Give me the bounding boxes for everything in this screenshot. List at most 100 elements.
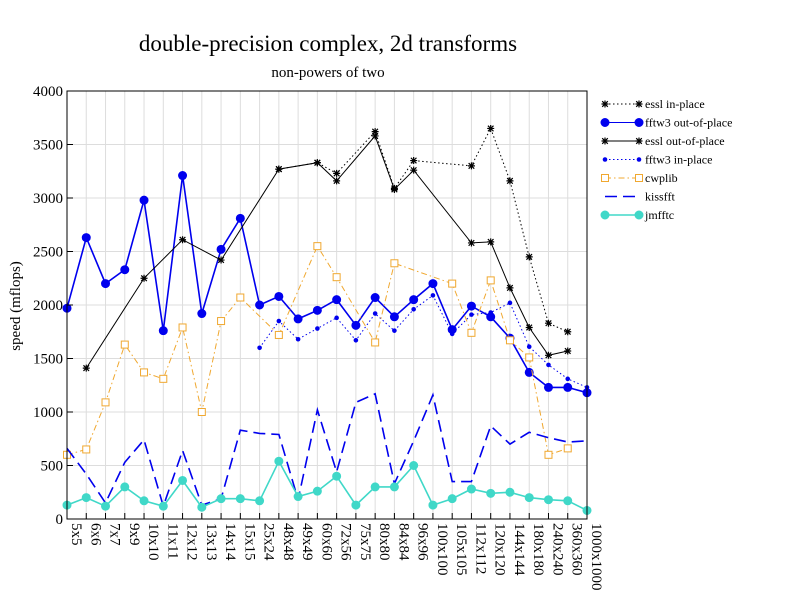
legend-marker [601,100,609,108]
y-tick-label: 500 [41,459,64,475]
legend-marker [601,174,609,182]
data-point [563,496,573,506]
data-point [178,323,187,332]
data-point [332,471,342,481]
x-tick-label: 120x120 [492,523,508,576]
data-point [139,496,149,506]
data-point [179,236,187,244]
data-point [101,501,111,511]
series-layer [62,124,592,515]
data-point [371,338,380,347]
data-point [257,345,262,351]
data-point [448,279,457,288]
x-tick-label: 1000x1000 [588,523,604,591]
legend-marker [601,137,609,145]
legend-item: essl in-place [601,97,705,111]
data-point [293,492,303,502]
data-point [312,305,322,315]
legend-label: essl out-of-place [645,134,725,148]
legend-label: kissfft [645,190,675,204]
x-tick-label: 80x80 [376,523,392,561]
x-tick-label: 75x75 [357,523,373,561]
legend-marker [600,118,610,127]
data-point [159,374,168,383]
data-point [389,482,399,492]
data-point [313,159,321,167]
legend-marker [635,137,643,145]
data-point [525,353,534,362]
x-tick-label: 15x15 [241,523,257,561]
data-point [543,495,553,505]
x-tick-labels: 5x5 6x6 7x7 9x9 10x10 11x11 12x12 13x13 14x14 15x… [66,513,604,591]
data-point [505,487,515,497]
x-tick-label: 84x84 [395,523,411,561]
data-point [312,486,322,496]
data-point [274,291,284,301]
x-tick-label: 72x56 [338,523,354,561]
data-point [563,382,573,392]
data-point [101,398,110,407]
x-tick-label: 100x100 [434,523,450,576]
data-point [428,279,438,289]
data-point [486,276,495,285]
data-point [409,295,419,305]
x-tick-label: 180x180 [530,523,546,576]
data-point [428,500,438,510]
data-point [178,171,188,181]
data-point [487,124,495,132]
chart-title: double-precision complex, 2d transforms [139,31,517,56]
x-tick-label: 7x7 [107,523,123,546]
data-point [486,488,496,498]
data-point [158,501,168,511]
x-tick-label: 48x48 [280,523,296,561]
x-tick-label: 12x12 [184,523,200,561]
data-point [467,328,476,337]
data-point [430,293,436,298]
series-essl-in-place [275,124,572,336]
x-tick-label: 144x144 [511,523,527,576]
y-tick-label: 1500 [33,352,63,368]
data-point [217,317,226,326]
data-point [81,233,91,243]
data-point [217,256,225,264]
data-point [506,177,514,185]
y-tick-label: 3500 [33,138,63,154]
x-tick-label: 10x10 [145,523,161,561]
legend-marker [636,157,642,162]
data-point [447,494,457,504]
data-point [140,274,148,282]
data-point [466,484,476,494]
data-point [506,284,514,292]
legend: essl in-place fftw3 out-of-place essl out-… [600,97,732,222]
legend-marker [602,157,608,162]
legend-marker [635,100,643,108]
legend-item: jmfftc [600,208,674,222]
x-tick-label: 6x6 [87,523,103,546]
data-point [158,326,168,336]
series-essl-out-of-place [82,132,572,372]
data-point [525,323,533,331]
series-line [278,127,568,333]
data-point [546,362,551,368]
x-tick-label: 240x240 [549,523,565,576]
data-point [140,368,149,377]
data-point [390,185,398,193]
data-point [197,408,206,416]
legend-marker [635,174,643,182]
data-point [544,351,552,359]
data-point [563,444,572,453]
series-cwplib [63,242,572,459]
data-point [82,364,90,372]
data-point [120,265,130,275]
data-point [487,238,495,246]
y-tick-label: 2500 [33,245,63,261]
x-tick-label: 49x49 [299,523,315,561]
data-point [81,493,91,503]
data-point [332,273,341,282]
data-point [449,331,455,337]
data-point [411,306,416,312]
series-fftw3-in-place [257,293,590,390]
y-tick-label: 0 [56,512,64,528]
data-point [82,445,91,454]
